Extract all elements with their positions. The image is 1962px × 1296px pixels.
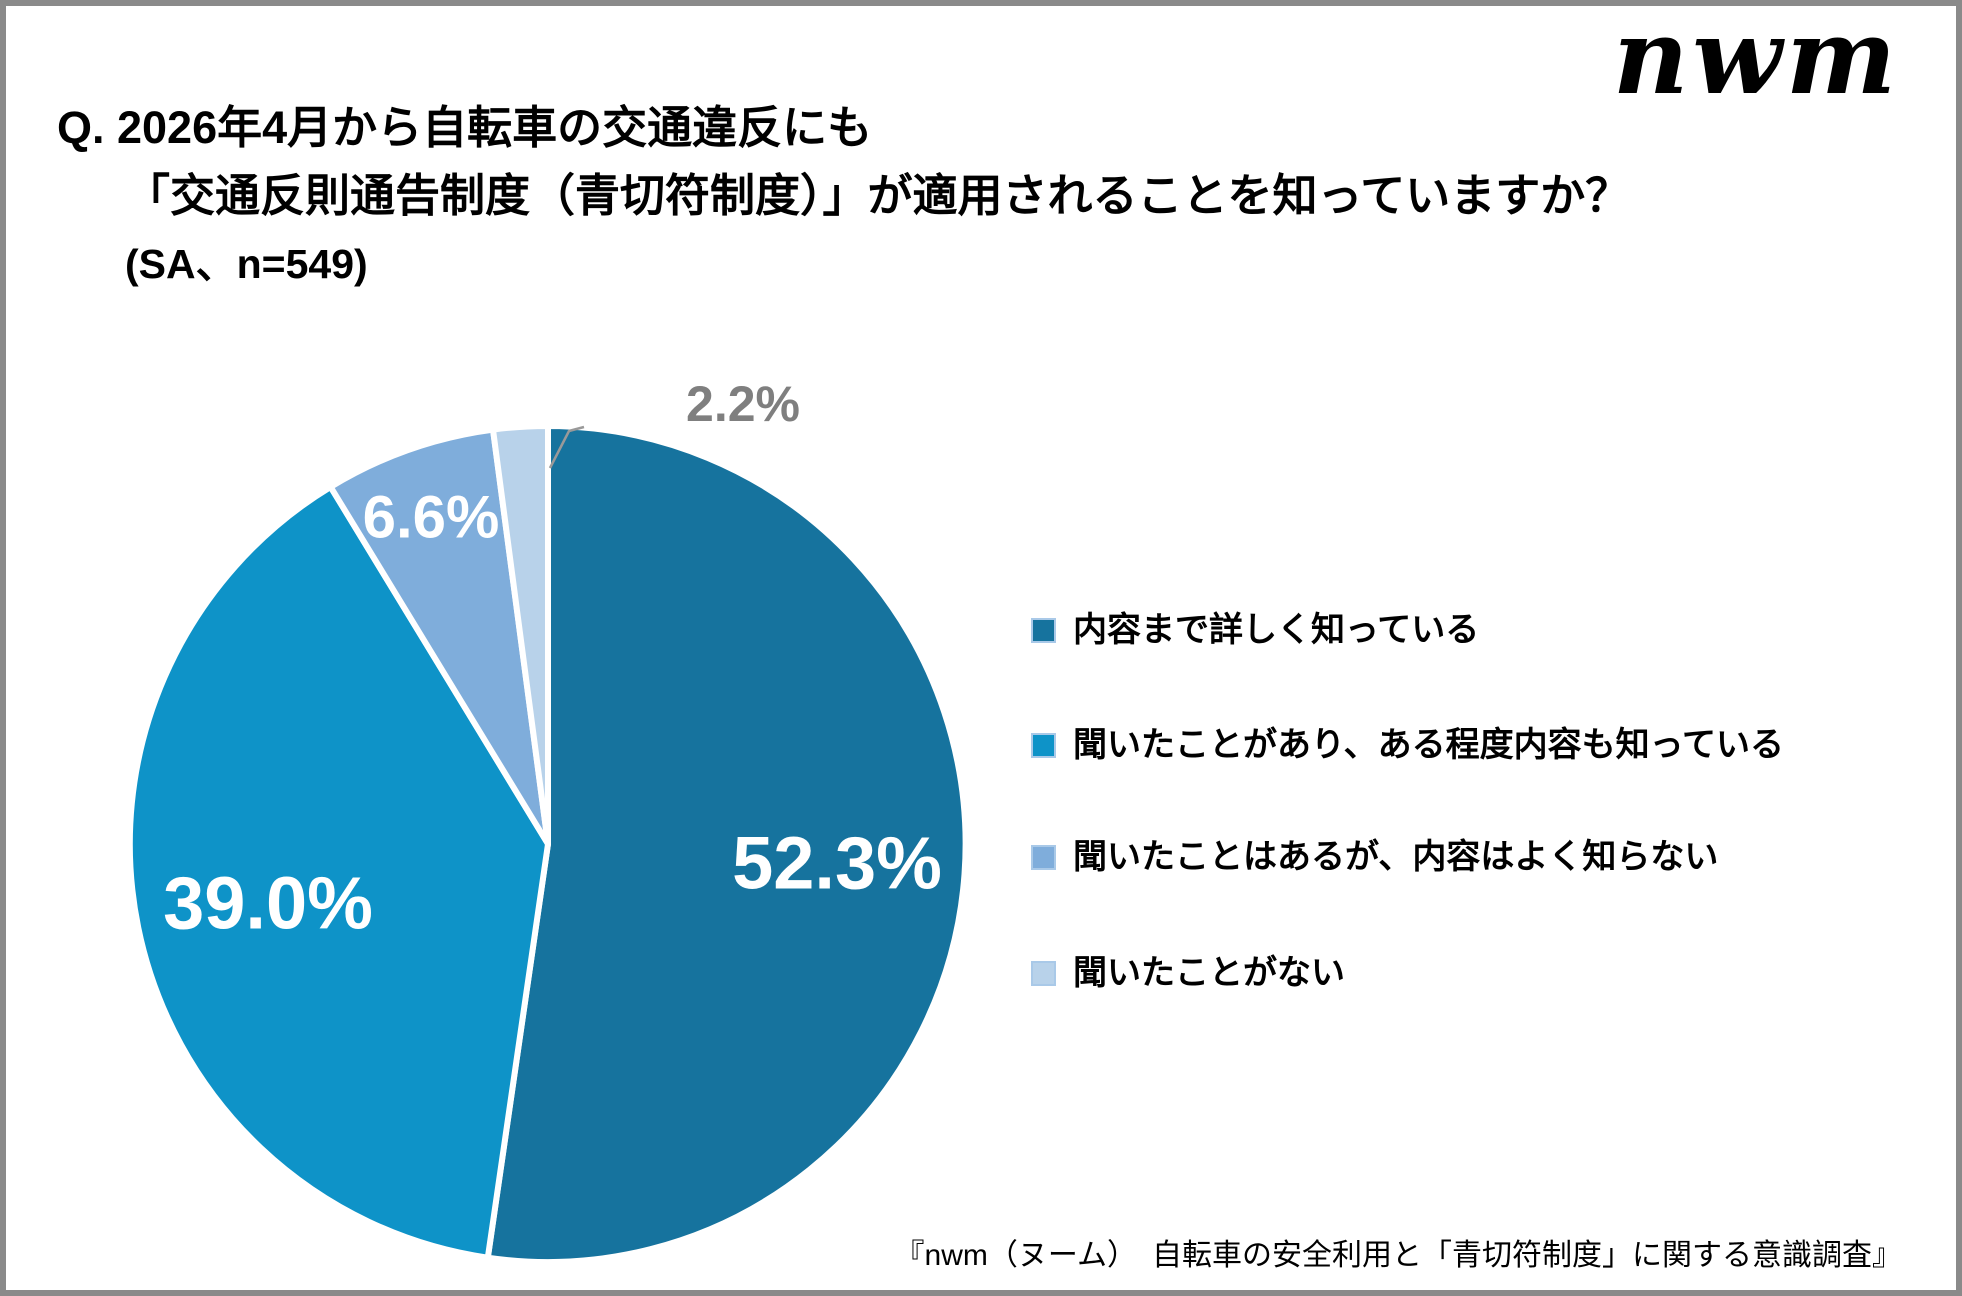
pie-value-heard-some: 39.0% xyxy=(163,862,373,945)
pie-slice-heard-unknown xyxy=(327,426,551,847)
question-line-2: 「交通反則通告制度（青切符制度）」が適用されることを知っていますか？ xyxy=(125,170,1631,221)
pie-slice-heard-some xyxy=(126,483,551,1261)
leader-line-never-heard xyxy=(548,425,585,469)
legend-swatch-heard-some xyxy=(1031,732,1056,758)
legend-label-heard-unknown: 聞いたことはあるが、内容はよく知らない xyxy=(1073,838,1719,876)
legend-swatch-never-heard xyxy=(1031,960,1056,986)
source-citation: 『nwm（ヌーム） 自転車の安全利用と「青切符制度」に関する意識調査』 xyxy=(894,1239,1902,1272)
legend-swatch-know-well xyxy=(1031,617,1056,643)
nwm-logo: nwm xyxy=(1612,0,1900,118)
question-sample-note: (SA、n=549) xyxy=(125,241,368,287)
pie-value-never-heard: 2.2% xyxy=(686,376,800,432)
legend-label-know-well: 内容まで詳しく知っている xyxy=(1073,611,1480,649)
legend-item-know-well: 内容まで詳しく知っている xyxy=(1031,613,1479,647)
pie-value-know-well: 52.3% xyxy=(732,822,942,905)
legend-label-never-heard: 聞いたことがない xyxy=(1073,954,1345,992)
legend-item-heard-some: 聞いたことがあり、ある程度内容も知っている xyxy=(1031,728,1784,762)
question-title: Q. 2026年4月から自転車の交通違反にも 「交通反則通告制度（青切符制度）」… xyxy=(57,94,1630,298)
pie-value-heard-unknown: 6.6% xyxy=(363,484,500,551)
legend-item-never-heard: 聞いたことがない xyxy=(1031,956,1345,990)
legend-item-heard-unknown: 聞いたことはあるが、内容はよく知らない xyxy=(1031,840,1718,874)
question-line-1: Q. 2026年4月から自転車の交通違反にも xyxy=(57,102,873,153)
pie-slice-know-well xyxy=(484,423,969,1265)
legend-label-heard-some: 聞いたことがあり、ある程度内容も知っている xyxy=(1073,726,1784,764)
chart-legend: 内容まで詳しく知っている 聞いたことがあり、ある程度内容も知っている 聞いたこと… xyxy=(1031,613,1911,1013)
legend-swatch-heard-unknown xyxy=(1031,844,1056,870)
pie-slice-never-heard xyxy=(490,422,551,847)
pie-chart: 52.3% 39.0% 6.6% 2.2% xyxy=(126,376,969,1265)
